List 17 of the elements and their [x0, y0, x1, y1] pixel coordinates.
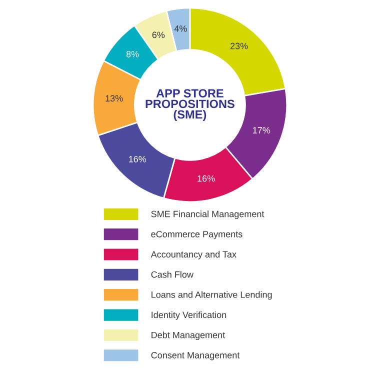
- legend-label: SME Financial Management: [151, 210, 264, 219]
- text: APP STORE PROPOSITIONS (SME): [146, 89, 234, 121]
- data-label: 23%: [230, 42, 248, 50]
- data-label: 6%: [152, 32, 165, 38]
- data-label: 4%: [174, 25, 187, 32]
- legend-label: Loans and Alternative Lending: [152, 291, 272, 300]
- legend-label: Identity Verification: [152, 311, 226, 320]
- data-label: 17%: [253, 127, 270, 134]
- legend-label: Accountancy and Tax: [150, 250, 236, 260]
- legend-label: Cash Flow: [151, 271, 194, 278]
- data-label: 16%: [198, 175, 215, 182]
- legend-label: eCommerce Payments: [151, 230, 242, 240]
- data-label: 8%: [126, 50, 139, 58]
- legend-label: Debt Management: [152, 332, 226, 340]
- legend-label: Consent Management: [151, 352, 240, 360]
- data-label: 13%: [106, 95, 123, 102]
- data-label: 16%: [129, 156, 146, 162]
